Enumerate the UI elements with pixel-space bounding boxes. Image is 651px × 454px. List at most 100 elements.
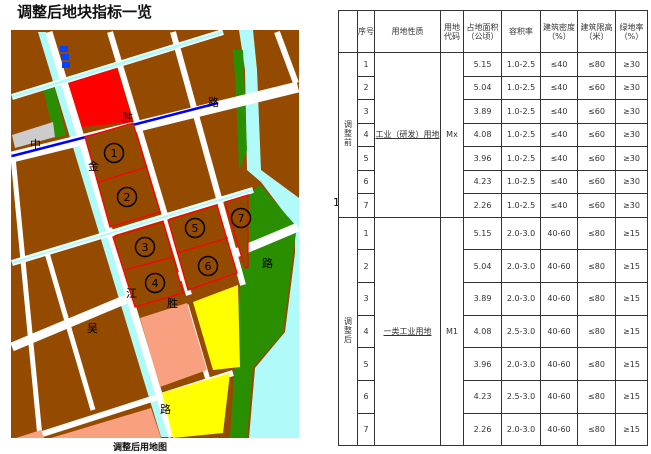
header-cell: 建筑密度（%） — [540, 10, 578, 53]
area-cell: 3.89 — [463, 281, 502, 316]
table-row: 7 2.26 2.0-3.0 40-60 ≤80 ≥15 — [339, 412, 648, 447]
table-row: 4 4.08 1.0-2.5 ≤40 ≤60 ≥30 — [339, 122, 648, 147]
far-cell: 1.0-2.5 — [501, 52, 541, 77]
plot-7[interactable] — [224, 194, 249, 269]
table-header-row: 序号 用地性质 用地代码 占地面积（公顷） 容积率 建筑密度（%） 建筑限高（米） 绿地率（%… — [338, 10, 648, 53]
river-bank-edge — [11, 30, 224, 99]
plot-number: 3 — [142, 241, 149, 254]
density-cell: 40-60 — [540, 249, 578, 283]
header-cell: 占地面积（公顷） — [463, 10, 502, 53]
plot-number: 6 — [205, 260, 212, 273]
residential-block — [16, 430, 44, 438]
density-cell: ≤40 — [540, 52, 578, 77]
group-cell: 调整前 — [338, 52, 358, 218]
density-cell: ≤40 — [540, 99, 578, 124]
area-cell: 4.08 — [463, 122, 502, 147]
far-cell: 1.0-2.5 — [501, 122, 541, 147]
area-cell: 5.15 — [463, 52, 502, 77]
green-strip — [43, 85, 66, 138]
small-blue-block — [62, 62, 70, 68]
density-cell: ≤40 — [540, 169, 578, 194]
far-cell: 2.0-3.0 — [501, 281, 541, 316]
page-title: 调整后地块指标一览 — [17, 3, 153, 21]
no-cell: 3 — [357, 99, 375, 124]
height-cell: ≤60 — [577, 193, 616, 218]
plot-number: 4 — [152, 277, 159, 290]
far-cell: 2.5-3.0 — [501, 379, 541, 414]
plot-number: 7 — [238, 212, 245, 225]
green-cell: ≥30 — [615, 99, 648, 124]
no-cell: 7 — [357, 193, 375, 218]
height-cell: ≤80 — [577, 249, 616, 283]
small-blue-block — [61, 54, 69, 60]
header-cell: 容积率 — [501, 10, 541, 53]
table-row: 4 4.08 2.5-3.0 40-60 ≤80 ≥15 — [339, 314, 648, 349]
gray-block — [12, 122, 55, 148]
green-cell: ≥15 — [615, 216, 648, 251]
header-cell: 建筑限高（米） — [577, 10, 616, 53]
table-row: 6 4.23 1.0-2.5 ≤40 ≤60 ≥30 — [339, 169, 648, 194]
land-use-cell: 工业（研发）用地 — [374, 52, 441, 218]
land-code-cell: Mx — [440, 52, 464, 218]
height-cell: ≤80 — [577, 379, 616, 414]
area-cell: 3.89 — [463, 99, 502, 124]
density-cell: ≤40 — [540, 75, 578, 100]
far-cell: 1.0-2.5 — [501, 99, 541, 124]
road-label: 胜 — [167, 296, 178, 310]
plot-circle — [116, 186, 138, 208]
height-cell: ≤60 — [577, 146, 616, 171]
map-caption: 调整后用地图 — [113, 443, 168, 453]
density-cell: 40-60 — [540, 314, 578, 349]
no-cell: 4 — [357, 314, 375, 349]
density-cell: ≤40 — [540, 146, 578, 171]
far-cell: 1.0-2.5 — [501, 169, 541, 194]
road-label: 吴 — [87, 322, 98, 335]
stray-mark: 1 — [333, 196, 340, 209]
road-label: 中 — [30, 138, 41, 151]
plot-circle — [103, 142, 125, 164]
minor-canal — [11, 189, 254, 264]
height-cell: ≤60 — [577, 122, 616, 147]
plot-circle — [184, 217, 206, 239]
small-blue-block — [60, 46, 68, 52]
green-cell: ≥15 — [615, 379, 648, 414]
height-cell: ≤80 — [577, 216, 616, 251]
no-cell: 2 — [357, 75, 375, 100]
plot-3-4[interactable] — [112, 221, 184, 308]
table-row: 2 5.04 1.0-2.5 ≤40 ≤60 ≥30 — [339, 75, 648, 100]
far-cell: 1.0-2.5 — [501, 75, 541, 100]
height-cell: ≤60 — [577, 169, 616, 194]
far-cell: 2.0-3.0 — [501, 412, 541, 447]
density-cell: 40-60 — [540, 347, 578, 381]
height-cell: ≤80 — [577, 52, 616, 77]
area-cell: 4.23 — [463, 379, 502, 414]
land-code-cell: M1 — [440, 216, 464, 447]
table-row: 调整前 1 工业（研发）用地 Mx 5.15 1.0-2.5 ≤40 ≤80 ≥30 — [338, 52, 648, 218]
land-use-cell: 一类工业用地 — [374, 216, 441, 447]
plot-number: 1 — [111, 147, 118, 160]
far-cell: 1.0-2.5 — [501, 146, 541, 171]
no-cell: 4 — [357, 122, 375, 147]
height-cell: ≤80 — [577, 281, 616, 316]
area-cell: 5.15 — [463, 216, 502, 251]
plot-circle — [230, 207, 252, 229]
height-cell: ≤60 — [577, 99, 616, 124]
indicator-table: 序号 用地性质 用地代码 占地面积（公顷） 容积率 建筑密度（%） 建筑限高（米） 绿地率（%… — [338, 10, 648, 447]
road-label: 路 — [208, 96, 219, 109]
plot-circle — [144, 272, 166, 294]
no-cell: 6 — [357, 379, 375, 414]
road-label: 路 — [160, 403, 171, 416]
table-row: 6 4.23 2.5-3.0 40-60 ≤80 ≥15 — [339, 379, 648, 414]
green-cell: ≥30 — [615, 169, 648, 194]
education-block — [162, 373, 230, 438]
density-cell: 40-60 — [540, 379, 578, 414]
green-cell: ≥15 — [615, 314, 648, 349]
area-cell: 2.26 — [463, 412, 502, 447]
header-cell: 绿地率（%） — [615, 10, 648, 53]
area-cell: 3.96 — [463, 146, 502, 171]
height-cell: ≤80 — [577, 347, 616, 381]
area-cell: 4.08 — [463, 314, 502, 349]
green-strip-river — [233, 50, 247, 170]
density-cell: 40-60 — [540, 281, 578, 316]
